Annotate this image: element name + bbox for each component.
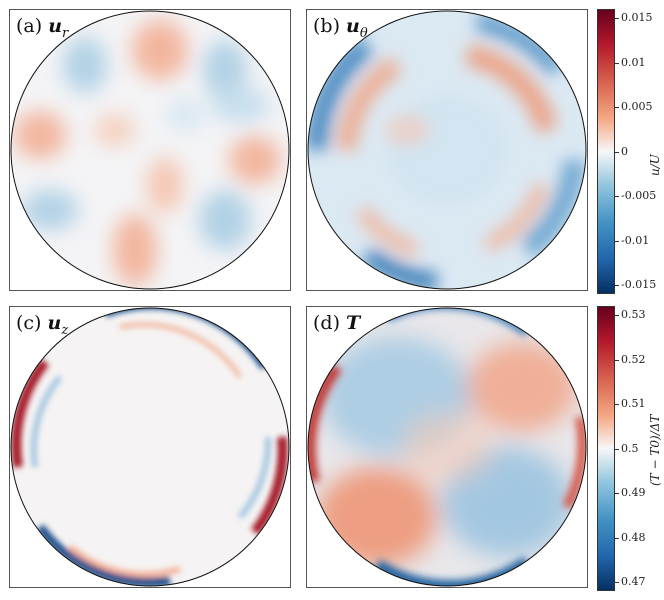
panel-label-T: (d) T (313, 312, 361, 334)
colorbar-tick-mark (615, 537, 619, 539)
colorbar-tick-label: -0.015 (621, 278, 657, 291)
colorbar-temperature (597, 306, 615, 591)
ur-field (10, 10, 290, 290)
colorbar-tick-label: 0.01 (621, 55, 646, 69)
colorbar-tick-mark (615, 359, 619, 361)
colorbar-tick-mark (615, 151, 619, 153)
colorbar-tick-label: 0.005 (621, 100, 653, 113)
colorbar-tick-mark (615, 240, 619, 242)
colorbar-tick-label: 0.52 (621, 352, 646, 366)
colorbar-tick-mark (615, 315, 619, 316)
colorbar-tick-label: 0.5 (621, 441, 639, 455)
colorbar-tick-label: 0.48 (621, 530, 646, 544)
colorbar-tick-label: 0.47 (621, 575, 646, 588)
T-field (307, 307, 587, 587)
panel-label-ur: (a) ur (16, 15, 69, 41)
colorbar-tick-mark (615, 285, 619, 286)
panel-ur: (a) ur (9, 9, 291, 291)
colorbar-temperature-label: (T − T0)/ΔT (648, 414, 662, 486)
panel-T: (d) T (306, 306, 588, 588)
colorbar-velocity (597, 9, 615, 294)
utheta-field (307, 10, 587, 290)
panel-utheta: (b) uθ (306, 9, 588, 291)
colorbar-tick-label: -0.005 (621, 189, 657, 202)
panel-uz: (c) uz (9, 306, 291, 588)
panel-label-uz: (c) uz (16, 312, 69, 338)
uz-field (10, 307, 290, 587)
colorbar-tick-label: 0.51 (621, 397, 646, 410)
colorbar-tick-label: 0.53 (621, 308, 646, 321)
colorbar-velocity-label: u/U (648, 154, 662, 176)
colorbar-tick-label: -0.01 (621, 233, 650, 247)
colorbar-tick-label: 0 (621, 144, 628, 158)
colorbar-tick-mark (615, 196, 619, 197)
colorbar-tick-mark (615, 62, 619, 64)
colorbar-tick-label: 0.49 (621, 486, 646, 499)
colorbar-tick-mark (615, 493, 619, 494)
panel-label-utheta: (b) uθ (313, 15, 368, 41)
colorbar-tick-mark (615, 448, 619, 450)
colorbar-tick-mark (615, 107, 619, 108)
colorbar-tick-mark (615, 18, 619, 19)
colorbar-tick-label: 0.015 (621, 11, 653, 24)
colorbar-tick-mark (615, 582, 619, 583)
colorbar-tick-mark (615, 404, 619, 405)
